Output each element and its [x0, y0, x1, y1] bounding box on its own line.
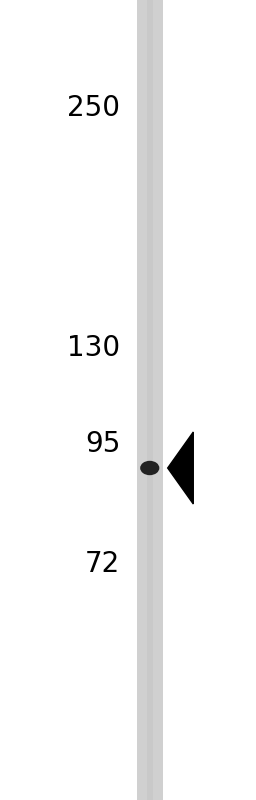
Text: 72: 72 — [85, 550, 120, 578]
Ellipse shape — [140, 461, 159, 475]
Bar — [146, 0, 153, 800]
Bar — [137, 0, 163, 800]
Text: 250: 250 — [67, 94, 120, 122]
Polygon shape — [168, 432, 193, 504]
Text: 130: 130 — [67, 334, 120, 362]
Text: 95: 95 — [85, 430, 120, 458]
